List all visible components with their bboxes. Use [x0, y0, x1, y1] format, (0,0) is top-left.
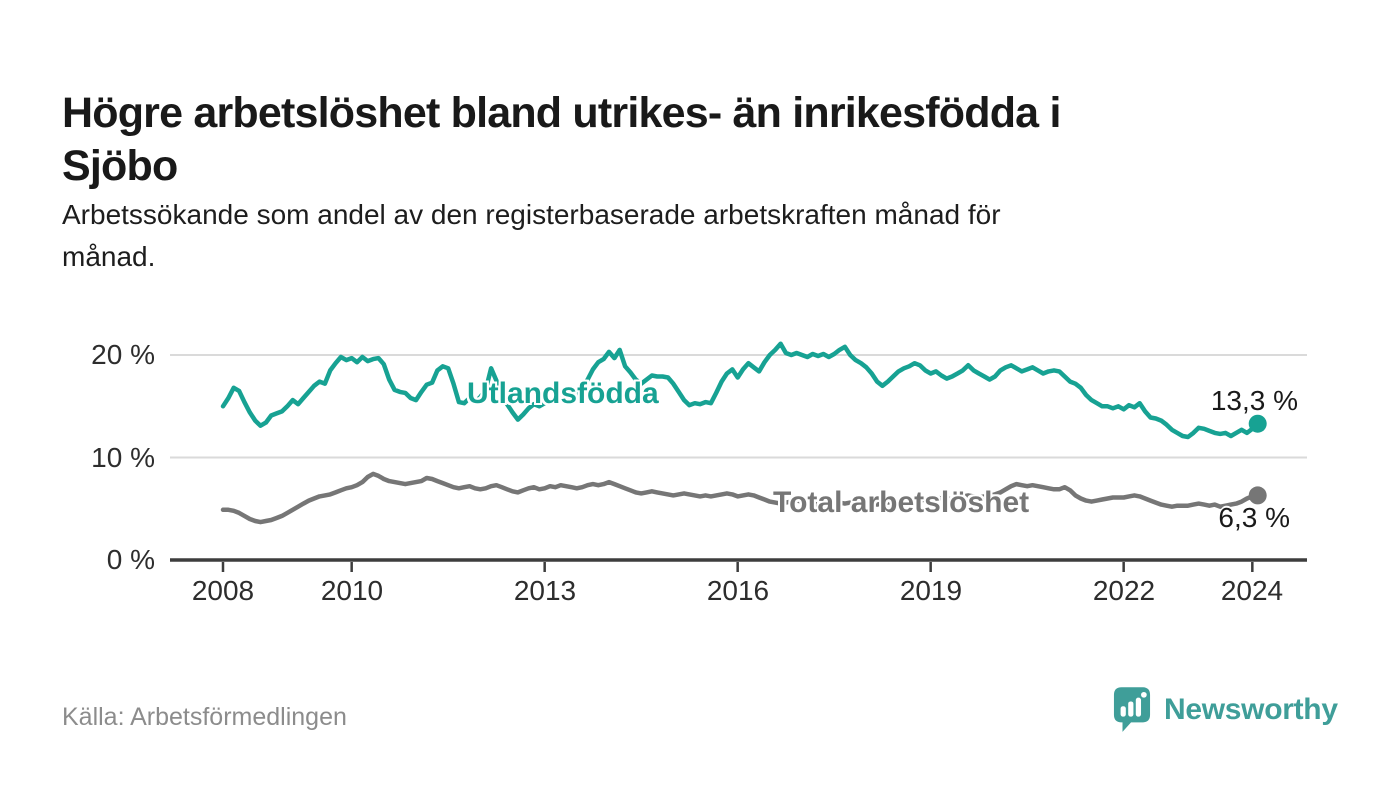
x-axis-label-2016: 2016: [706, 575, 770, 606]
series-label-total-arbetsloshet: Total arbetslöshet: [773, 486, 1030, 519]
subtitle-line-2: månad.: [62, 241, 156, 272]
newsworthy-speech-bubble-chart-icon: [1113, 687, 1151, 732]
series-line-total-arbetsloshet: [220, 471, 1260, 525]
x-axis-label-2013: 2013: [513, 575, 577, 606]
end-value-label-total-arbetsloshet: 6,3 %: [1218, 502, 1290, 533]
x-axis-label-2010: 2010: [320, 575, 384, 606]
x-axis-ticks: [221, 562, 1254, 572]
x-axis-label-2008: 2008: [191, 575, 255, 606]
gridlines: [170, 354, 1307, 459]
y-axis-label-0: 0 %: [106, 544, 155, 575]
y-axis-label-20: 20 %: [91, 339, 155, 370]
source-attribution: Källa: Arbetsförmedlingen: [62, 703, 347, 731]
subtitle-line-1: Arbetssökande som andel av den registerb…: [62, 199, 1001, 230]
series-line-utlandsfodda: [220, 341, 1260, 440]
x-axis-label-2024: 2024: [1220, 575, 1284, 606]
newsworthy-logo: Newsworthy: [1113, 686, 1338, 734]
page-title: Högre arbetslöshet bland utrikes- än inr…: [62, 87, 1372, 194]
x-axis-label-2022: 2022: [1092, 575, 1156, 606]
y-axis-label-10: 10 %: [91, 442, 155, 473]
title-line-1: Högre arbetslöshet bland utrikes- än inr…: [62, 88, 1061, 137]
newsworthy-wordmark: Newsworthy: [1164, 693, 1338, 726]
title-line-2: Sjöbo: [62, 142, 178, 191]
end-point-total-arbetsloshet: [1248, 486, 1267, 505]
end-point-utlandsfodda: [1248, 414, 1267, 433]
end-value-label-utlandsfodda: 13,3 %: [1210, 385, 1298, 416]
x-axis-label-2019: 2019: [899, 575, 963, 606]
series-label-utlandsfodda: Utlandsfödda: [467, 377, 659, 410]
chart-subtitle: Arbetssökande som andel av den registerb…: [62, 194, 1312, 278]
